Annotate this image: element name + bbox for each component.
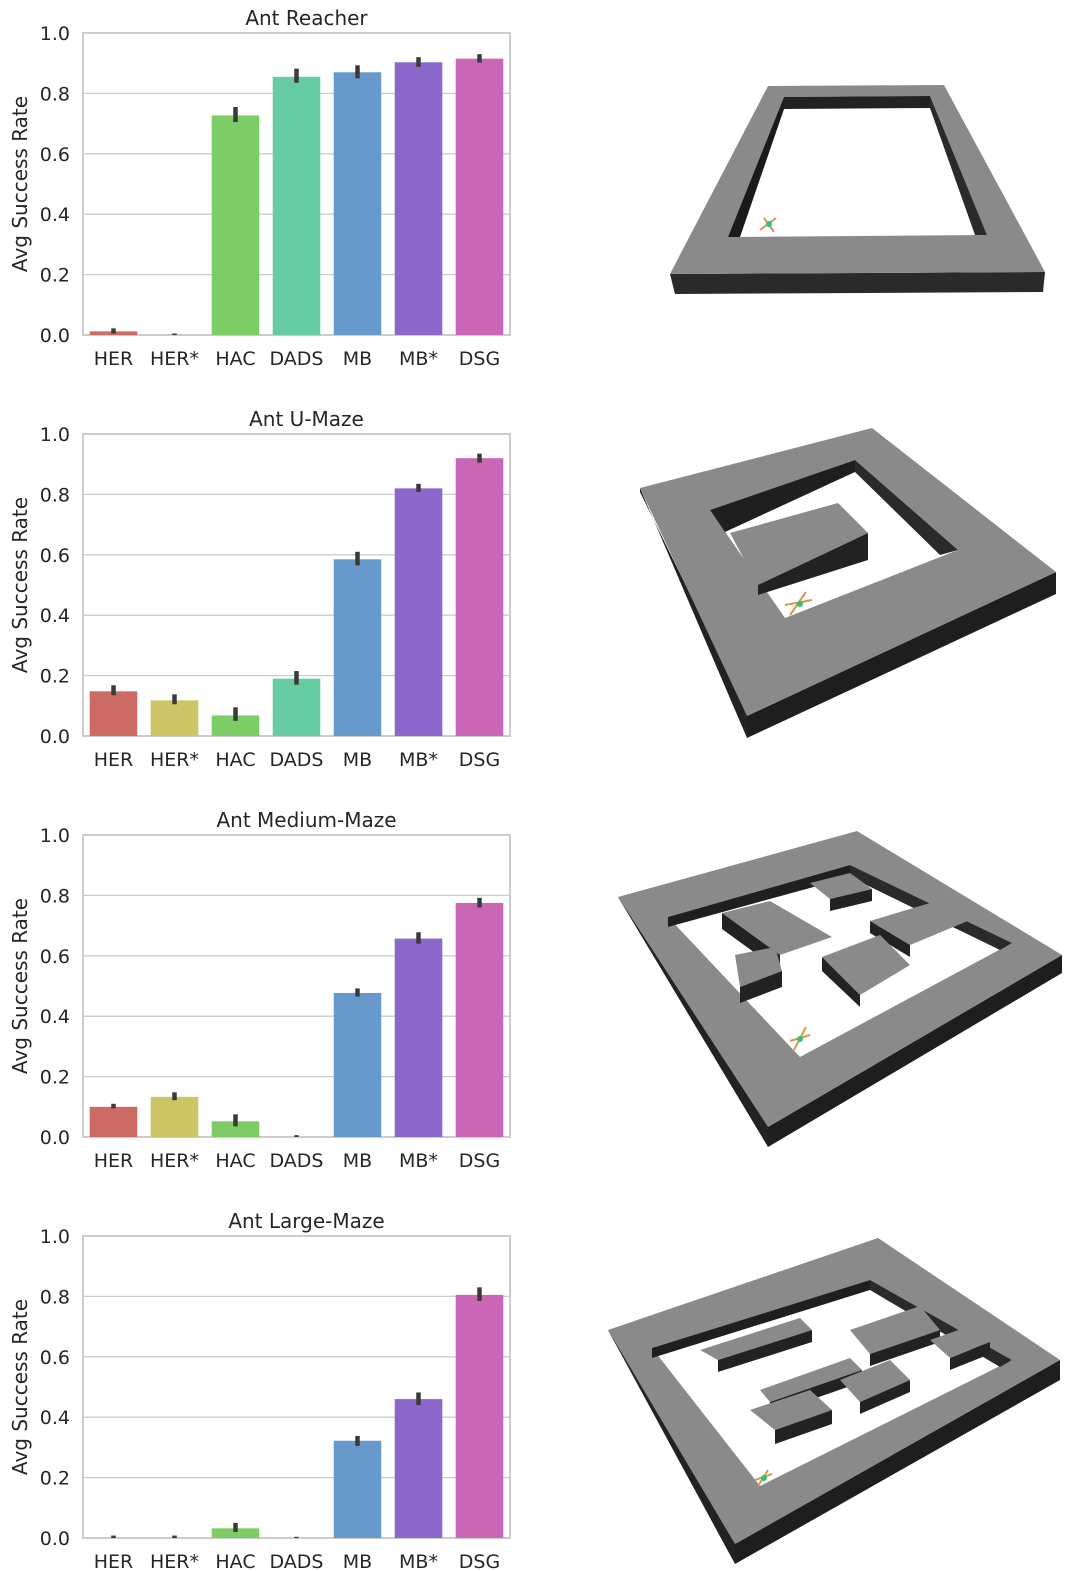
x-tick-label: MB* [399, 749, 438, 771]
bar-mb-star [394, 488, 443, 736]
x-tick-label: MB* [399, 348, 438, 370]
ant-agent-icon [754, 1469, 773, 1487]
bar-mb-star [394, 938, 443, 1137]
y-tick-label: 0.0 [40, 726, 70, 748]
bar-hac [211, 1121, 260, 1137]
x-tick-label: MB [343, 1150, 372, 1172]
ant-medium-maze-image [618, 831, 1062, 1147]
y-tick-label: 0.6 [40, 1347, 70, 1369]
x-tick-label: MB [343, 749, 372, 771]
x-tick-label: HER [94, 348, 134, 370]
y-axis-label: Avg Success Rate [8, 96, 32, 272]
x-tick-label: HER* [150, 1551, 199, 1571]
y-tick-label: 0.2 [40, 1067, 70, 1089]
bar-dads [272, 678, 321, 736]
y-tick-label: 0.6 [40, 545, 70, 567]
x-tick-label: DSG [459, 1150, 500, 1172]
x-tick-label: MB [343, 1551, 372, 1571]
y-tick-label: 0.4 [40, 1006, 70, 1028]
bar-mb-star [394, 62, 443, 335]
ant-large-maze-image [608, 1238, 1060, 1564]
y-tick-label: 0.8 [40, 484, 70, 506]
bar-hac [211, 1528, 260, 1538]
ant-agent-icon [784, 591, 813, 616]
chart-panel-large: 0.0 0.2 0.4 0.6 0.8 1.0 HER HER* HAC DADS MB MB* DSG… [8, 1209, 511, 1571]
x-tick-label: HAC [215, 348, 255, 370]
y-axis-label: Avg Success Rate [8, 497, 32, 673]
bar-dsg [455, 902, 504, 1137]
bar-mb-star [394, 1399, 443, 1538]
y-axis-label: Avg Success Rate [8, 1299, 32, 1475]
chart-title: Ant U-Maze [249, 407, 364, 431]
chart-panel-umaze: 0.0 0.2 0.4 0.6 0.8 1.0 HER HER* HAC DADS MB MB* DSG… [8, 407, 511, 771]
bar-her-star [150, 700, 199, 736]
bar-dsg [455, 58, 504, 336]
ant-agent-icon [759, 217, 777, 233]
x-tick-label: MB* [399, 1150, 438, 1172]
x-tick-label: HER* [150, 749, 199, 771]
y-tick-label: 0.6 [40, 144, 70, 166]
x-tick-label: MB [343, 348, 372, 370]
x-tick-label: DADS [270, 749, 324, 771]
bar-hac [211, 115, 260, 335]
y-tick-label: 0.8 [40, 1286, 70, 1308]
x-tick-label: HER [94, 1150, 134, 1172]
bar-her [89, 1106, 138, 1137]
x-tick-label: MB* [399, 1551, 438, 1571]
ant-agent-icon [789, 1026, 811, 1051]
y-tick-label: 0.0 [40, 1127, 70, 1149]
x-tick-label: DSG [459, 1551, 500, 1571]
bar-dads [272, 76, 321, 335]
x-tick-label: HAC [215, 1150, 255, 1172]
chart-title: Ant Large-Maze [228, 1209, 384, 1233]
y-tick-label: 0.0 [40, 325, 70, 347]
bar-dsg [455, 1294, 504, 1538]
chart-panel-reacher: 0.0 0.2 0.4 0.6 0.8 1.0 HER HER* HAC DADS MB MB* DSG… [8, 6, 511, 370]
ant-reacher-maze-image [670, 85, 1045, 294]
y-tick-label: 0.4 [40, 605, 70, 627]
bar-mb [333, 72, 382, 335]
chart-title: Ant Reacher [245, 6, 368, 30]
y-tick-label: 0.8 [40, 885, 70, 907]
ant-u-maze-image [640, 428, 1056, 738]
x-tick-label: DSG [459, 348, 500, 370]
y-tick-label: 1.0 [40, 1226, 70, 1248]
y-tick-label: 0.2 [40, 666, 70, 688]
y-tick-label: 0.0 [40, 1528, 70, 1550]
x-tick-label: HAC [215, 1551, 255, 1571]
chart-panel-medium: 0.0 0.2 0.4 0.6 0.8 1.0 HER HER* HAC DADS MB MB* DSG… [8, 808, 511, 1172]
y-tick-label: 0.2 [40, 1468, 70, 1490]
bar-hac [211, 715, 260, 736]
y-tick-label: 0.6 [40, 946, 70, 968]
y-tick-label: 1.0 [40, 23, 70, 45]
chart-title: Ant Medium-Maze [216, 808, 396, 832]
y-tick-label: 1.0 [40, 424, 70, 446]
y-tick-label: 0.2 [40, 265, 70, 287]
bar-mb [333, 559, 382, 736]
x-tick-label: HER [94, 749, 134, 771]
x-tick-label: DADS [270, 1150, 324, 1172]
x-tick-label: DADS [270, 348, 324, 370]
x-tick-label: HAC [215, 749, 255, 771]
y-tick-label: 0.4 [40, 1407, 70, 1429]
x-tick-label: HER* [150, 1150, 199, 1172]
y-tick-label: 1.0 [40, 825, 70, 847]
bar-mb [333, 1440, 382, 1538]
x-tick-label: DSG [459, 749, 500, 771]
y-tick-label: 0.4 [40, 204, 70, 226]
bar-mb [333, 992, 382, 1137]
x-tick-label: HER [94, 1551, 134, 1571]
bar-her-star [150, 1096, 199, 1137]
bar-her [89, 691, 138, 736]
plot-frame [82, 1235, 511, 1539]
y-tick-label: 0.8 [40, 83, 70, 105]
plot-frame [82, 834, 511, 1138]
y-axis-label: Avg Success Rate [8, 898, 32, 1074]
bar-dsg [455, 458, 504, 736]
x-tick-label: DADS [270, 1551, 324, 1571]
x-tick-label: HER* [150, 348, 199, 370]
